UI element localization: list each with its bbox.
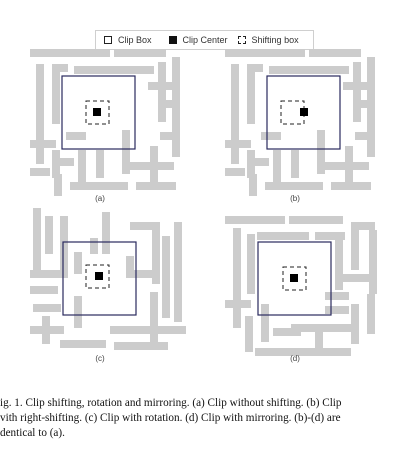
panel-a-label: (a) bbox=[95, 194, 105, 203]
figure-legend: Clip Box Clip Center Shifting box bbox=[95, 30, 314, 50]
panel-c bbox=[30, 208, 190, 368]
clip-center bbox=[300, 108, 308, 116]
clip-center bbox=[95, 272, 103, 280]
clip-box bbox=[62, 241, 137, 316]
shifting-box-icon bbox=[237, 36, 246, 44]
layout-pattern bbox=[30, 49, 180, 196]
panel-a bbox=[30, 42, 190, 202]
clip-center bbox=[290, 274, 298, 282]
caption-line-2: vith right-shifting. (c) Clip with rotat… bbox=[0, 412, 341, 424]
legend-clip-box: Clip Box bbox=[104, 35, 152, 45]
legend-clip-center-label: Clip Center bbox=[182, 35, 228, 45]
caption-line-1: ig. 1. Clip shifting, rotation and mirro… bbox=[0, 397, 342, 409]
legend-shifting-box: Shifting box bbox=[237, 35, 299, 45]
figure-caption: ig. 1. Clip shifting, rotation and mirro… bbox=[0, 396, 412, 441]
shifting-box bbox=[280, 100, 305, 125]
caption-line-3: dentical to (a). bbox=[0, 427, 65, 439]
panel-a-drawing bbox=[30, 49, 180, 196]
legend-clip-center: Clip Center bbox=[168, 35, 228, 45]
layout-pattern bbox=[30, 208, 186, 350]
clip-center bbox=[93, 108, 101, 116]
panel-d-label: (d) bbox=[290, 354, 300, 363]
clip-box bbox=[257, 241, 332, 316]
clip-box bbox=[61, 75, 136, 150]
panel-d bbox=[225, 208, 385, 368]
legend-shifting-box-label: Shifting box bbox=[251, 35, 299, 45]
panel-c-drawing bbox=[30, 208, 186, 350]
layout-pattern bbox=[225, 216, 377, 356]
legend-clip-box-label: Clip Box bbox=[118, 35, 152, 45]
panel-b-drawing bbox=[225, 49, 375, 196]
panel-b-label: (b) bbox=[290, 194, 300, 203]
panel-b bbox=[225, 42, 385, 202]
layout-pattern bbox=[225, 49, 375, 196]
panel-d-drawing bbox=[225, 216, 377, 356]
clip-center-icon bbox=[168, 36, 177, 44]
clip-box bbox=[266, 75, 341, 150]
panel-c-label: (c) bbox=[95, 354, 105, 363]
clip-box-icon bbox=[104, 36, 112, 44]
